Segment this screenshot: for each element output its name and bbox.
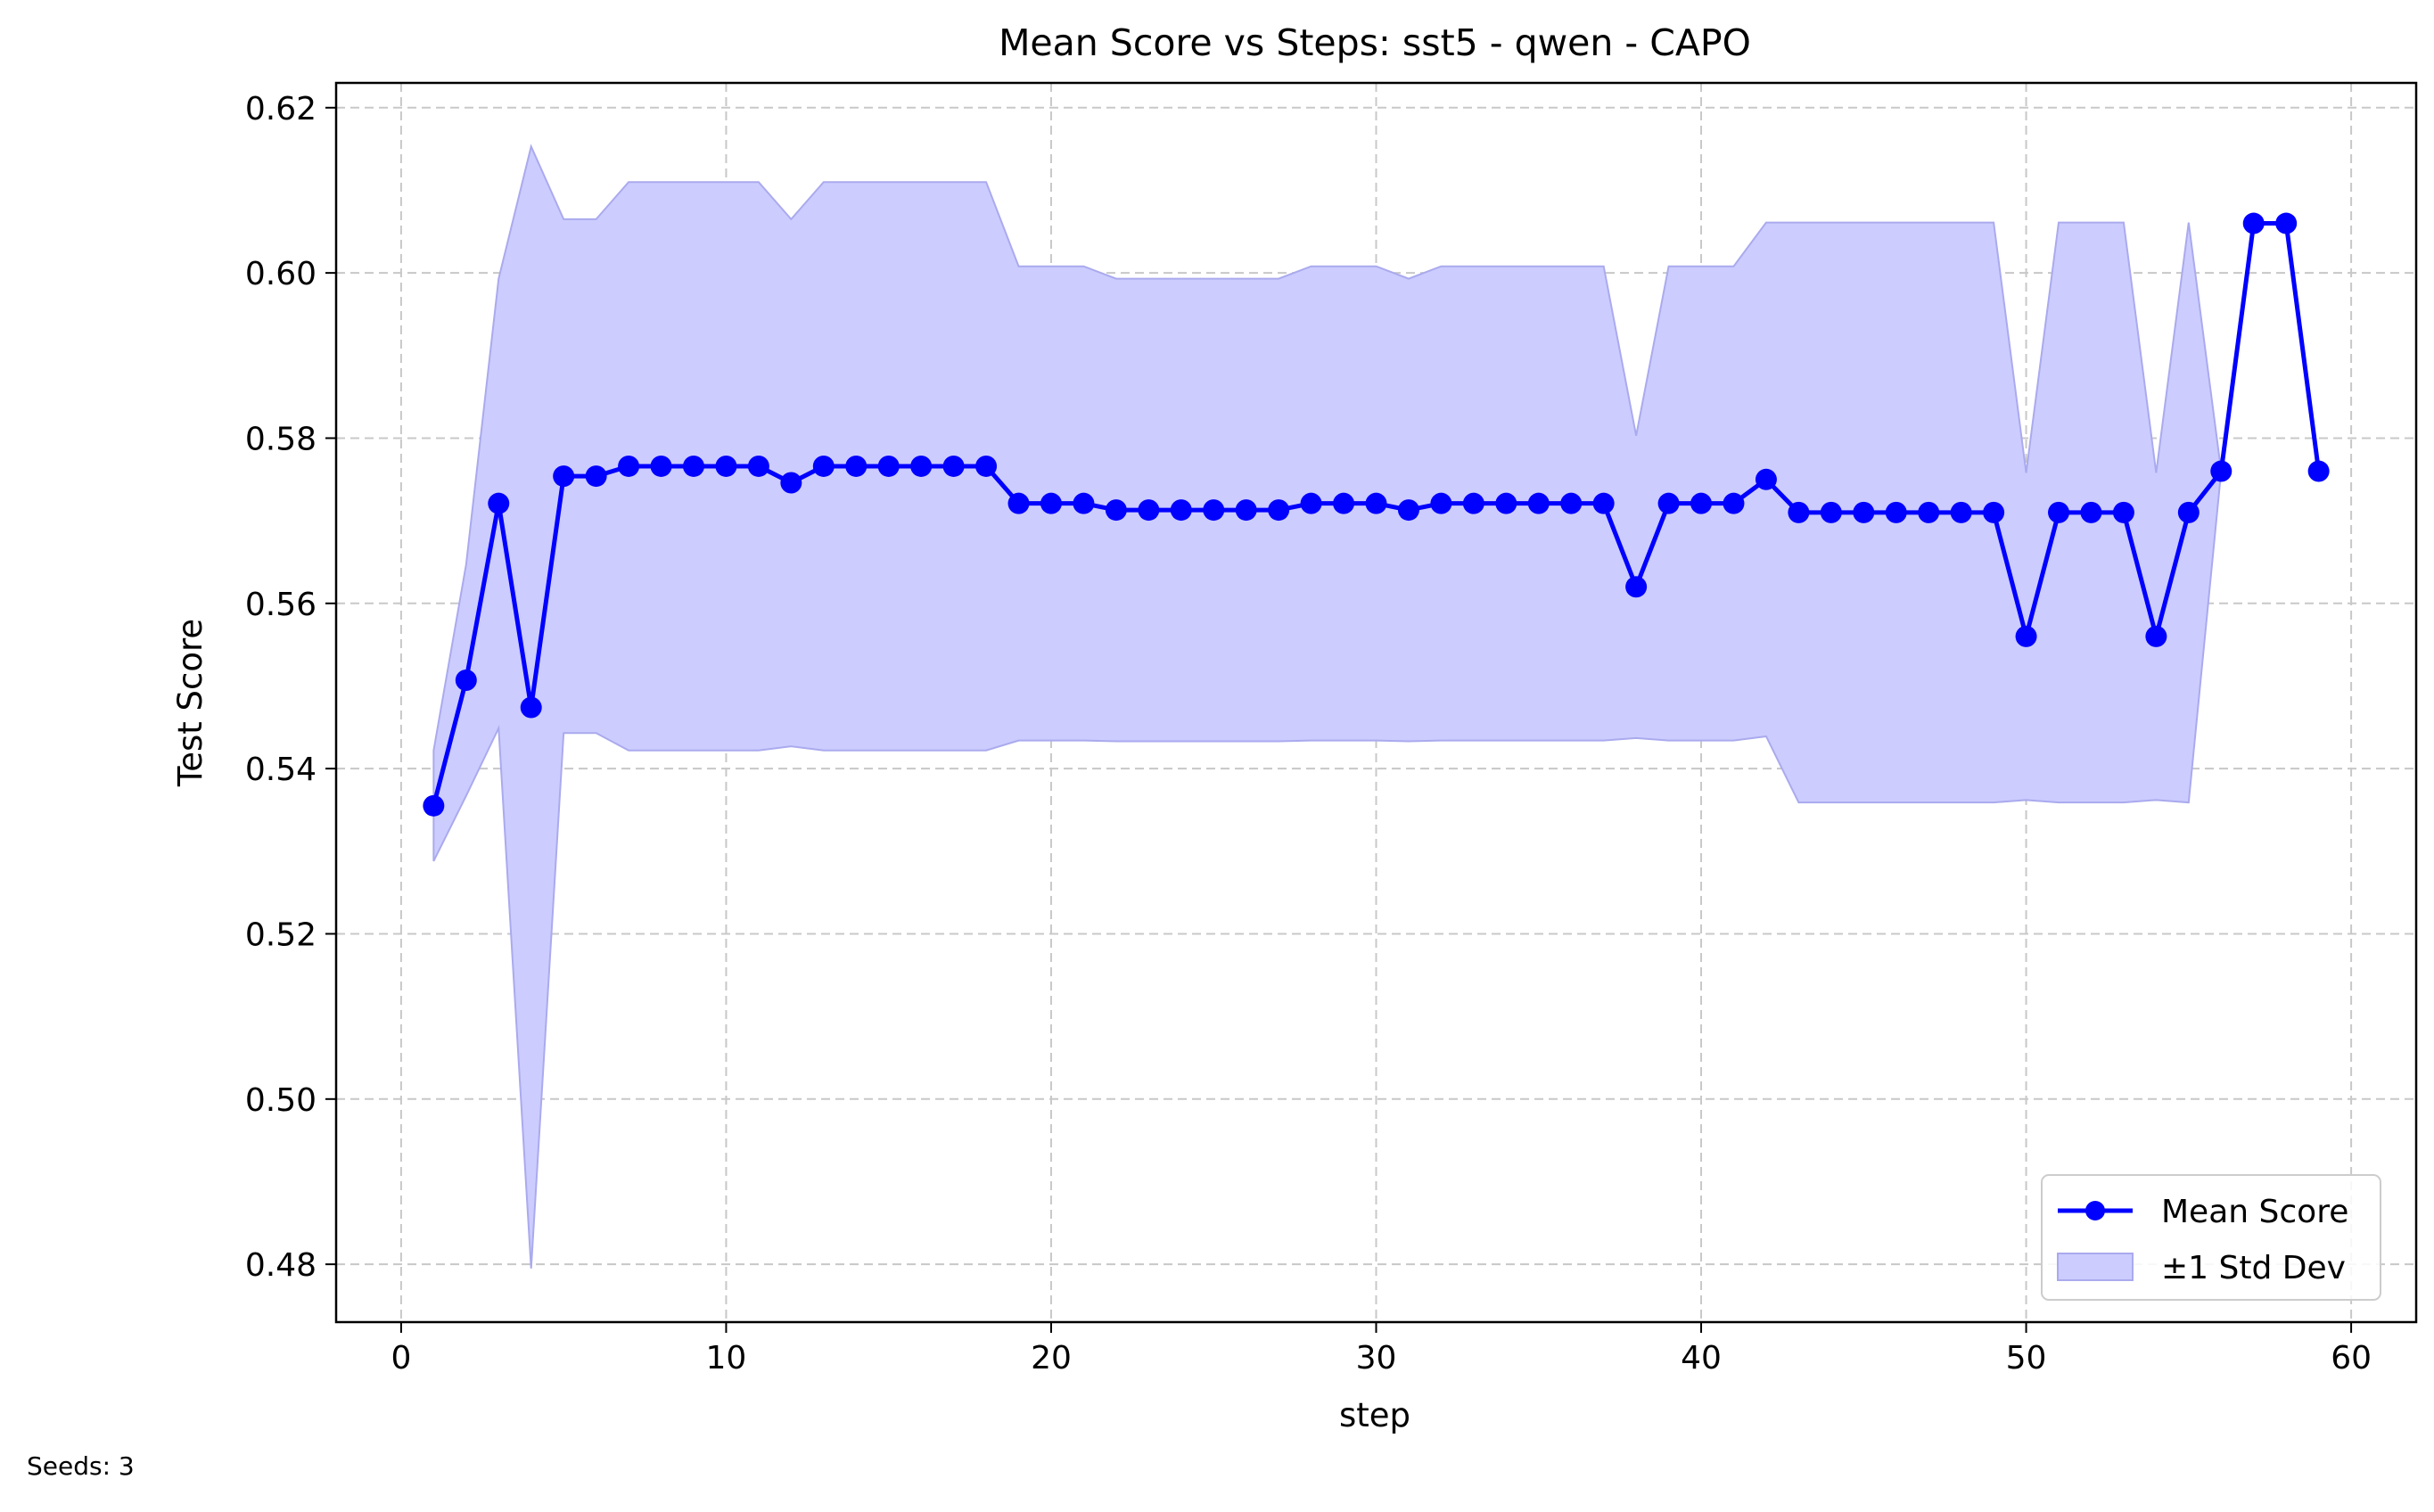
mean-score-point (1950, 501, 1972, 523)
mean-score-point (812, 455, 835, 477)
y-tick-label: 0.50 (245, 1082, 317, 1119)
mean-score-point (2275, 212, 2298, 234)
mean-score-point (1235, 499, 1257, 522)
legend: Mean Score ±1 Std Dev (2041, 1174, 2381, 1301)
mean-score-point (1527, 492, 1550, 514)
mean-score-point (1040, 492, 1062, 514)
mean-score-point (1397, 499, 1419, 522)
mean-score-point (2242, 212, 2265, 234)
mean-score-point (2048, 501, 2070, 523)
y-tick-label: 0.54 (245, 752, 317, 788)
legend-label-std: ±1 Std Dev (2161, 1250, 2346, 1286)
mean-score-point (488, 492, 510, 514)
mean-score-point (1268, 499, 1290, 522)
y-tick-label: 0.62 (245, 91, 317, 127)
mean-score-point (423, 794, 445, 817)
mean-score-point (1853, 501, 1875, 523)
mean-score-point (618, 455, 640, 477)
x-tick-label: 60 (2331, 1340, 2372, 1376)
y-axis-label: Test Score (171, 619, 210, 787)
mean-score-point (747, 455, 769, 477)
seeds-footnote: Seeds: 3 (27, 1451, 135, 1481)
x-tick-label: 0 (391, 1340, 411, 1376)
mean-score-point (1560, 492, 1583, 514)
mean-score-point (1918, 501, 1940, 523)
x-tick-label: 10 (706, 1340, 747, 1376)
mean-score-point (1138, 499, 1160, 522)
x-axis-label: step (1339, 1396, 1410, 1434)
mean-score-point (1755, 468, 1777, 490)
mean-score-point (2080, 501, 2102, 523)
y-tick-label: 0.58 (245, 421, 317, 457)
mean-score-point (2112, 501, 2134, 523)
mean-score-point (1170, 499, 1192, 522)
mean-score-point (975, 455, 998, 477)
mean-score-point (455, 669, 477, 691)
mean-score-point (780, 472, 802, 494)
mean-score-point (2307, 460, 2330, 482)
y-tick-label: 0.56 (245, 587, 317, 623)
mean-score-point (1300, 492, 1322, 514)
mean-score-point (1592, 492, 1615, 514)
x-tick-label: 30 (1356, 1340, 1397, 1376)
mean-score-point (1885, 501, 1907, 523)
mean-score-point (1820, 501, 1842, 523)
mean-score-point (1430, 492, 1452, 514)
chart-title: Mean Score vs Steps: sst5 - qwen - CAPO (999, 21, 1751, 64)
mean-score-point (2015, 625, 2037, 647)
mean-score-point (877, 455, 900, 477)
y-tick-label: 0.48 (245, 1247, 317, 1284)
mean-score-point (2177, 501, 2200, 523)
mean-score-point (1495, 492, 1517, 514)
mean-score-point (1007, 492, 1030, 514)
mean-score-point (682, 455, 704, 477)
mean-score-point (1657, 492, 1680, 514)
mean-score-point (910, 455, 933, 477)
mean-score-point (553, 465, 575, 488)
mean-score-point (1073, 492, 1095, 514)
x-tick-label: 40 (1681, 1340, 1722, 1376)
mean-score-point (1983, 501, 2005, 523)
mean-score-point (845, 455, 868, 477)
mean-score-point (1462, 492, 1484, 514)
axis-ticks: 0 10 20 30 40 50 60 0.48 0.50 0.52 0.54 0.56 0.58 0.6… (245, 91, 2372, 1376)
mean-score-point (942, 455, 965, 477)
y-tick-label: 0.52 (245, 916, 317, 953)
mean-score-point (1723, 492, 1745, 514)
mean-score-point (1333, 492, 1355, 514)
y-tick-label: 0.60 (245, 256, 317, 292)
mean-score-point (520, 696, 542, 719)
legend-band-swatch (2057, 1253, 2134, 1281)
mean-score-point (1203, 499, 1225, 522)
mean-score-point (1788, 501, 1810, 523)
mean-score-markers (423, 212, 2330, 817)
mean-score-point (2145, 625, 2167, 647)
x-tick-label: 50 (2006, 1340, 2047, 1376)
mean-score-point (1625, 576, 1648, 598)
mean-score-point (585, 465, 607, 488)
mean-score-point (650, 455, 672, 477)
mean-score-point (715, 455, 737, 477)
x-tick-label: 20 (1031, 1340, 1072, 1376)
mean-score-point (2210, 460, 2233, 482)
mean-score-point (1105, 499, 1127, 522)
mean-score-point (1690, 492, 1713, 514)
legend-label-mean: Mean Score (2161, 1194, 2348, 1230)
legend-marker-swatch (2085, 1201, 2105, 1220)
mean-score-point (1365, 492, 1387, 514)
